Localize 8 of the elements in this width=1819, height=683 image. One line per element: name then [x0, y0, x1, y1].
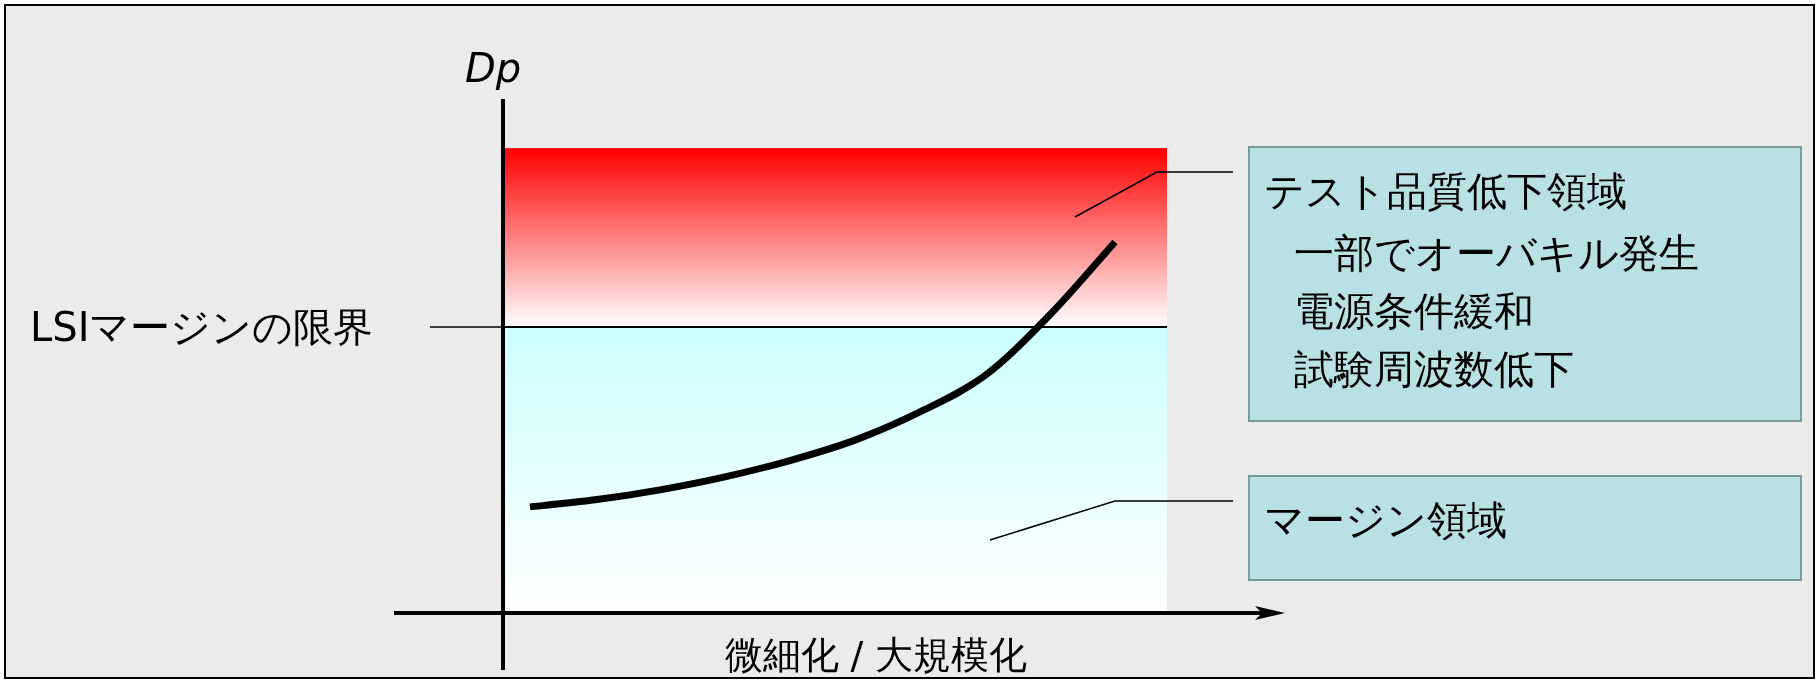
ref-line-label: LSIマージンの限界 [30, 303, 374, 350]
band-label: テスト品質低下領域 [1264, 168, 1627, 214]
text: 電源条件緩和 [1294, 288, 1534, 334]
band-label: マージン領域 [1264, 497, 1507, 543]
text: 試験周波数低下 [1294, 346, 1574, 392]
y-axis-title: Dp [464, 45, 522, 91]
text: 一部でオーバキル発生 [1294, 230, 1699, 276]
x-axis-title: 微細化 / 大規模化 [724, 633, 1028, 677]
